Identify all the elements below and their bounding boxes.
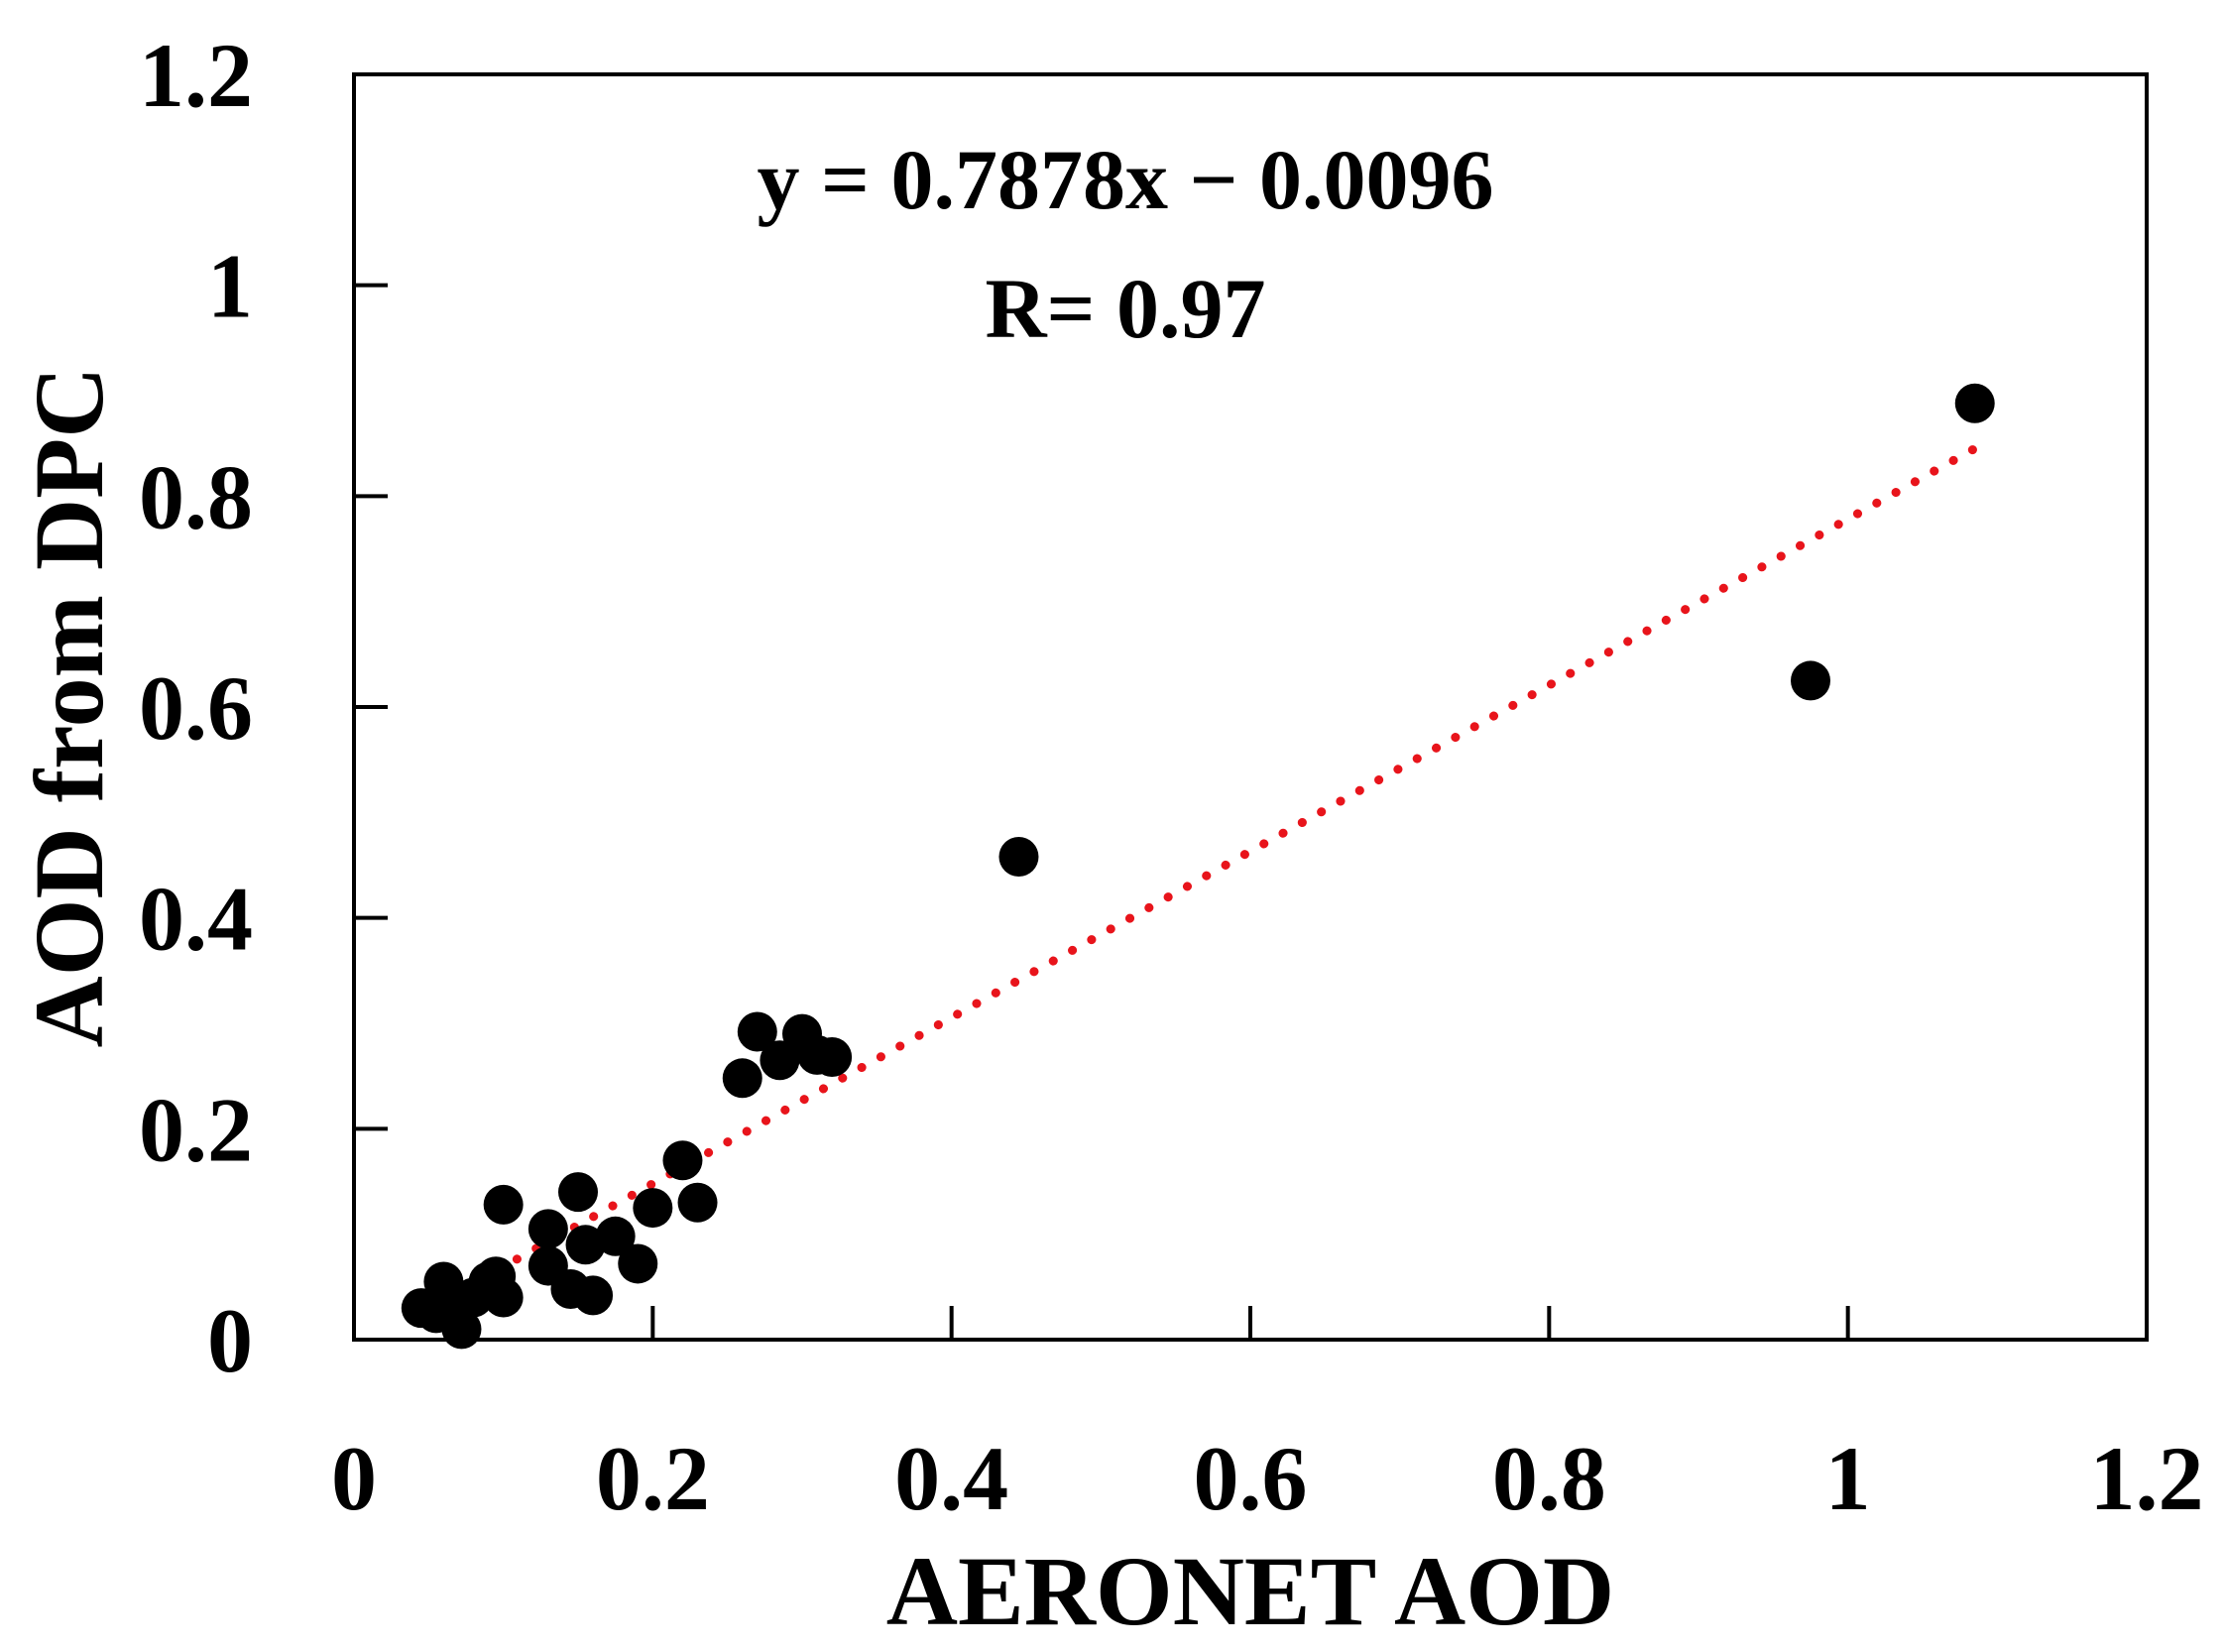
data-point	[633, 1188, 673, 1229]
x-tick-label: 0.6	[1194, 1428, 1308, 1529]
data-point	[677, 1182, 718, 1223]
equation-annotation: y = 0.7878x − 0.0096	[757, 132, 1493, 227]
data-point	[812, 1037, 853, 1078]
data-point	[618, 1243, 658, 1284]
y-tick-label: 0	[207, 1290, 253, 1391]
r-value-annotation: R= 0.97	[985, 261, 1265, 356]
data-point	[483, 1184, 524, 1225]
data-point	[483, 1277, 524, 1318]
x-axis-label: AERONET AOD	[886, 1536, 1614, 1646]
x-tick-label: 0.2	[596, 1428, 710, 1529]
y-tick-label: 1	[207, 236, 253, 337]
data-point	[595, 1216, 636, 1256]
x-axis-ticks: 0 0.2 0.4 0.6 0.8 1 1.2	[331, 1306, 2204, 1529]
y-tick-label: 0.4	[139, 869, 253, 970]
data-point	[737, 1011, 777, 1052]
y-tick-label: 0.2	[139, 1079, 253, 1180]
data-point	[1791, 660, 1830, 701]
x-tick-label: 1	[1825, 1428, 1871, 1529]
data-point	[998, 836, 1039, 877]
y-axis-ticks: 0 0.2 0.4 0.6 0.8 1 1.2	[139, 25, 388, 1391]
x-tick-label: 0.4	[894, 1428, 1008, 1529]
data-point	[573, 1275, 614, 1316]
x-tick-label: 0	[331, 1428, 377, 1529]
data-point	[527, 1209, 568, 1249]
y-tick-label: 0.6	[139, 657, 253, 759]
y-tick-label: 1.2	[139, 25, 253, 126]
data-point	[760, 1040, 800, 1081]
data-points	[401, 383, 1995, 1350]
data-point	[558, 1172, 598, 1213]
y-tick-label: 0.8	[139, 446, 253, 547]
data-point	[565, 1225, 606, 1265]
x-tick-label: 1.2	[2090, 1428, 2204, 1529]
x-tick-label: 0.8	[1492, 1428, 1606, 1529]
data-point	[662, 1140, 703, 1181]
y-axis-label: AOD from DPC	[14, 367, 124, 1048]
data-point	[722, 1058, 762, 1099]
data-point	[1954, 383, 1995, 423]
